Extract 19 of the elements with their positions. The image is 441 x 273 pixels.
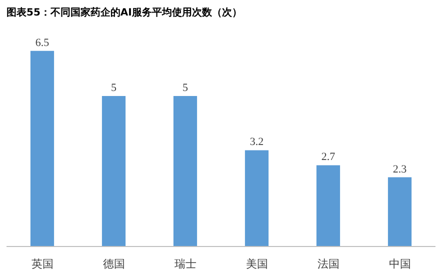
x-tick-label: 瑞士 xyxy=(174,258,196,270)
data-label: 2.3 xyxy=(392,163,408,176)
data-label: 5 xyxy=(111,82,117,94)
x-tick-label: 中国 xyxy=(388,258,411,270)
x-tick-label: 美国 xyxy=(246,258,268,270)
bar xyxy=(30,50,54,246)
bar xyxy=(316,165,340,246)
x-tick-label: 德国 xyxy=(102,258,125,270)
x-tick-label: 法国 xyxy=(317,258,340,270)
chart-title: 图表55：不同国家药企的AI服务平均使用次数（次） xyxy=(6,6,242,18)
data-label: 5 xyxy=(182,82,188,94)
data-label: 3.2 xyxy=(250,136,264,148)
data-label: 2.7 xyxy=(321,151,336,164)
bar xyxy=(388,177,412,246)
bar xyxy=(102,96,126,246)
bar xyxy=(244,150,269,246)
data-label: 6.5 xyxy=(35,36,50,49)
x-tick-label: 英国 xyxy=(31,258,54,270)
bar xyxy=(173,96,198,246)
